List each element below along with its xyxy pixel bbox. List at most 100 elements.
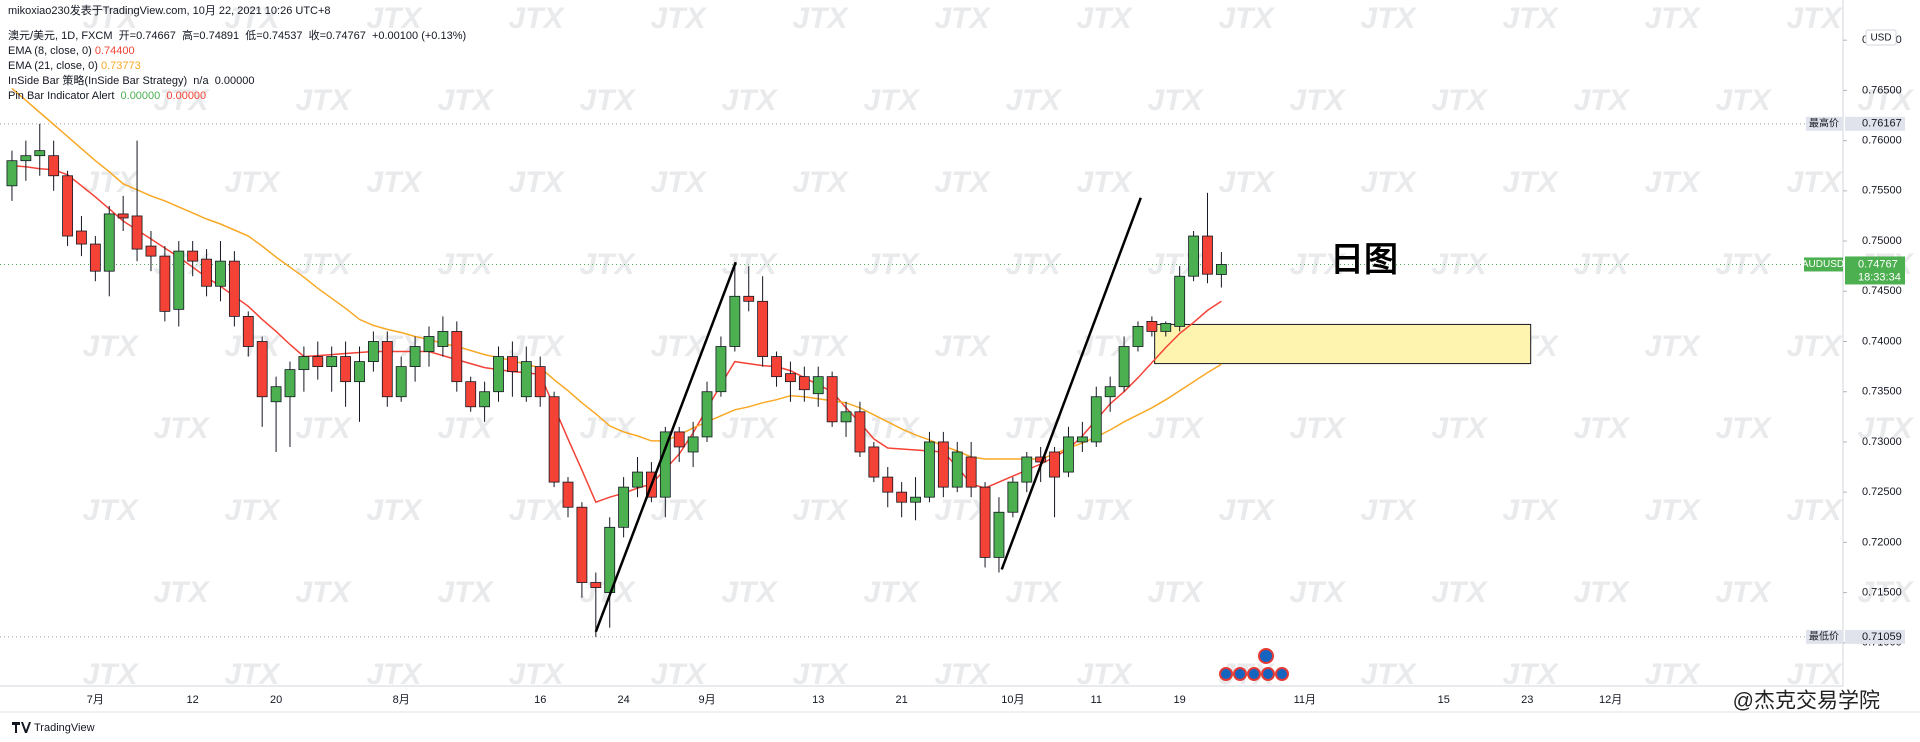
ohlc-value: 0.74767 [326, 30, 366, 42]
watermark: JTX [224, 166, 281, 199]
watermark: JTX [295, 84, 352, 117]
candle-body [868, 446, 880, 478]
watermark: JTX [508, 2, 565, 35]
watermark: JTX [1644, 2, 1701, 35]
trend-line [594, 261, 737, 633]
candle-body [228, 260, 240, 317]
watermark: JTX [1218, 2, 1275, 35]
y-tick-label: 0.74500 [1862, 285, 1902, 297]
candle-body [562, 481, 574, 508]
watermark: JTX [1431, 84, 1488, 117]
watermark: JTX [650, 330, 707, 363]
watermark: JTX [650, 658, 707, 691]
candle-body [381, 341, 393, 398]
candle-body [256, 341, 268, 398]
candle-body [840, 411, 852, 423]
watermark: JTX [1857, 576, 1914, 609]
watermark: JTX [508, 658, 565, 691]
legend: mikoxiao230发表于TradingView.com, 10月 22, 2… [8, 4, 466, 104]
candle-body [993, 511, 1005, 558]
candle-body [242, 315, 254, 347]
watermark: JTX [1218, 494, 1275, 527]
candle-body [493, 356, 504, 393]
x-tick-label: 9月 [698, 694, 715, 706]
watermark: JTX [650, 2, 707, 35]
watermark: JTX [508, 166, 565, 199]
watermark: JTX [863, 84, 920, 117]
watermark: JTX [437, 84, 494, 117]
watermark: JTX [1644, 494, 1701, 527]
ema-legend: EMA (21, close, 0) 0.73773 [8, 59, 466, 74]
extreme-value: 0.76167 [1862, 118, 1902, 130]
watermark: JTX [82, 2, 139, 35]
watermark: JTX [1147, 84, 1204, 117]
event-icons [1219, 648, 1289, 681]
extreme-value-bg [1845, 629, 1905, 644]
watermark: JTX [1218, 166, 1275, 199]
ema-line [11, 164, 1222, 504]
candle-body [201, 258, 212, 287]
watermark: JTX [721, 576, 778, 609]
event-icon [1233, 667, 1247, 681]
watermark: JTX [82, 494, 139, 527]
ohlc-label: 低= [245, 30, 263, 42]
candle-body [618, 486, 630, 528]
watermark: JTX [295, 412, 352, 445]
watermark: JTX [721, 84, 778, 117]
candle-body [965, 456, 977, 488]
watermark: JTX [1644, 658, 1701, 691]
indicator-value: 0.00000 [214, 75, 255, 87]
x-tick-label: 12月 [1599, 694, 1622, 706]
x-tick-label: 20 [270, 694, 282, 706]
candle-body [284, 369, 296, 398]
watermark: JTX [1005, 412, 1062, 445]
ohlc-label: 收= [308, 30, 327, 42]
y-tick-label: 0.72000 [1862, 536, 1902, 548]
candle-body [715, 346, 727, 393]
watermark: JTX [508, 330, 565, 363]
watermark: JTX [437, 576, 494, 609]
watermark: JTX [1289, 576, 1346, 609]
candle-body [757, 300, 769, 357]
watermark: JTX [1786, 494, 1843, 527]
watermark: JTX [1786, 166, 1843, 199]
candle-body [673, 431, 685, 448]
watermark: JTX [224, 2, 281, 35]
watermark: JTX [1360, 166, 1417, 199]
brand-logo [12, 722, 31, 733]
indicator-lines: EMA (8, close, 0) 0.74400 EMA (21, close,… [8, 44, 466, 104]
candle-body [1090, 396, 1102, 443]
watermark: JTX [1360, 494, 1417, 527]
x-tick-label: 24 [617, 694, 629, 706]
watermark: JTX [153, 84, 210, 117]
candle-body [270, 386, 282, 403]
y-tick-label: 0.76000 [1862, 135, 1902, 147]
candle-body [103, 213, 115, 272]
watermark: JTX [1005, 576, 1062, 609]
x-tick-label: 7月 [87, 694, 104, 706]
event-icon [1275, 667, 1289, 681]
candle-body [1076, 436, 1088, 443]
candle-body [743, 295, 755, 302]
candle-body [1160, 323, 1172, 332]
candle-body [1118, 346, 1130, 388]
watermark: JTX [1786, 2, 1843, 35]
candle-body [882, 476, 894, 493]
watermark: JTX [1076, 658, 1133, 691]
candle-body [298, 356, 310, 371]
candle-body [729, 295, 741, 347]
watermark: JTX [792, 166, 849, 199]
watermark: JTX [579, 412, 636, 445]
candle-body [534, 366, 546, 398]
event-icon [1261, 667, 1275, 681]
watermark: JTX [366, 2, 423, 35]
y-tick-label: 0.73500 [1862, 386, 1902, 398]
candle-body [423, 336, 435, 352]
indicator-name: InSide Bar 策略(InSide Bar Strategy) [8, 75, 188, 87]
candle-body [76, 230, 87, 245]
publisher: mikoxiao230发表于TradingView.com, 10月 22, 2… [8, 5, 331, 17]
candle-body [1132, 326, 1144, 347]
candle-body [1202, 235, 1213, 275]
watermark: JTX [224, 494, 281, 527]
